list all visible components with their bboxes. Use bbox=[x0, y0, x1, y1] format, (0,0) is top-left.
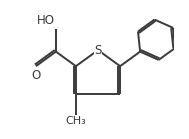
Text: S: S bbox=[94, 44, 102, 57]
Text: HO: HO bbox=[37, 14, 55, 27]
Text: O: O bbox=[31, 69, 41, 82]
Text: CH₃: CH₃ bbox=[66, 116, 86, 126]
